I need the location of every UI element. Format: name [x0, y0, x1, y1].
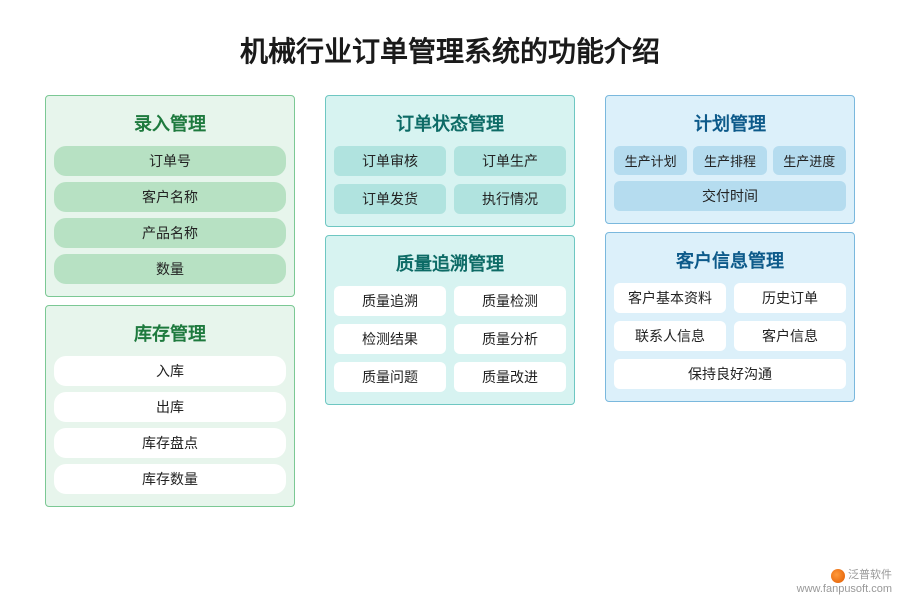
list-item: 客户名称: [54, 182, 286, 212]
list-item: 订单审核: [334, 146, 446, 176]
list-item: 数量: [54, 254, 286, 284]
list-item: 生产计划: [614, 146, 687, 175]
list-item: 历史订单: [734, 283, 846, 313]
list-item: 检测结果: [334, 324, 446, 354]
column-right: 计划管理 生产计划 生产排程 生产进度 交付时间 客户信息管理 客户基本资料 历…: [605, 95, 855, 507]
section-title: 订单状态管理: [334, 106, 566, 146]
items-grid: 订单审核 订单生产 订单发货 执行情况: [334, 146, 566, 214]
watermark-brand: 泛普软件: [848, 569, 892, 582]
section-title: 客户信息管理: [614, 243, 846, 283]
section-customer-info: 客户信息管理 客户基本资料 历史订单 联系人信息 客户信息 保持良好沟通: [605, 232, 855, 402]
items-grid: 客户基本资料 历史订单 联系人信息 客户信息 保持良好沟通: [614, 283, 846, 389]
list-item: 联系人信息: [614, 321, 726, 351]
list-item: 订单号: [54, 146, 286, 176]
section-title: 质量追溯管理: [334, 246, 566, 286]
list-item: 订单生产: [454, 146, 566, 176]
list-item: 产品名称: [54, 218, 286, 248]
section-quality-trace: 质量追溯管理 质量追溯 质量检测 检测结果 质量分析 质量问题 质量改进: [325, 235, 575, 405]
list-item: 执行情况: [454, 184, 566, 214]
watermark-url: www.fanpusoft.com: [797, 583, 892, 596]
list-item: 质量分析: [454, 324, 566, 354]
list-item: 生产进度: [773, 146, 846, 175]
column-left: 录入管理 订单号 客户名称 产品名称 数量 库存管理 入库 出库 库存盘点 库存…: [45, 95, 295, 507]
items-grid: 质量追溯 质量检测 检测结果 质量分析 质量问题 质量改进: [334, 286, 566, 392]
watermark: 泛普软件 www.fanpusoft.com: [797, 569, 892, 596]
section-title: 库存管理: [54, 316, 286, 356]
list-item: 保持良好沟通: [614, 359, 846, 389]
list-item: 客户信息: [734, 321, 846, 351]
list-item: 质量问题: [334, 362, 446, 392]
section-inventory-mgmt: 库存管理 入库 出库 库存盘点 库存数量: [45, 305, 295, 507]
list-item: 库存盘点: [54, 428, 286, 458]
section-title: 计划管理: [614, 106, 846, 146]
list-item: 客户基本资料: [614, 283, 726, 313]
logo-icon: [831, 569, 845, 583]
list-item: 质量改进: [454, 362, 566, 392]
items-list: 订单号 客户名称 产品名称 数量: [54, 146, 286, 284]
list-item: 质量追溯: [334, 286, 446, 316]
items-list: 入库 出库 库存盘点 库存数量: [54, 356, 286, 494]
columns-container: 录入管理 订单号 客户名称 产品名称 数量 库存管理 入库 出库 库存盘点 库存…: [0, 95, 900, 507]
list-item: 质量检测: [454, 286, 566, 316]
list-item: 生产排程: [693, 146, 766, 175]
list-item: 订单发货: [334, 184, 446, 214]
page-title: 机械行业订单管理系统的功能介绍: [0, 0, 900, 95]
column-center: 订单状态管理 订单审核 订单生产 订单发货 执行情况 质量追溯管理 质量追溯 质…: [325, 95, 575, 507]
section-order-status: 订单状态管理 订单审核 订单生产 订单发货 执行情况: [325, 95, 575, 227]
items-grid: 生产计划 生产排程 生产进度 交付时间: [614, 146, 846, 211]
list-item: 出库: [54, 392, 286, 422]
list-item: 入库: [54, 356, 286, 386]
section-title: 录入管理: [54, 106, 286, 146]
list-item: 交付时间: [614, 181, 846, 211]
section-input-mgmt: 录入管理 订单号 客户名称 产品名称 数量: [45, 95, 295, 297]
section-plan-mgmt: 计划管理 生产计划 生产排程 生产进度 交付时间: [605, 95, 855, 224]
list-item: 库存数量: [54, 464, 286, 494]
